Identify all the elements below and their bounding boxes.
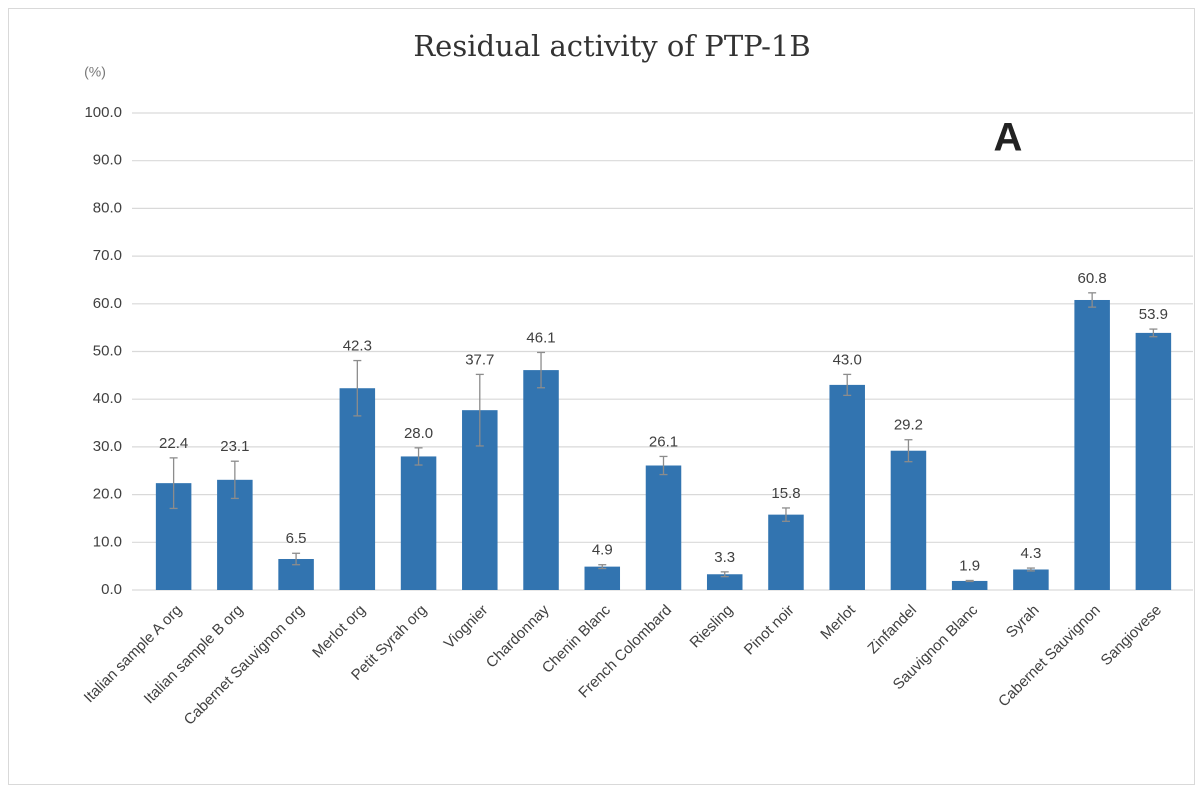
- error-bar: [965, 579, 974, 583]
- error-bar: [230, 460, 239, 500]
- data-label: 60.8: [1078, 270, 1107, 287]
- y-tick-label: 40.0: [93, 390, 122, 407]
- chart-title: Residual activity of PTP-1B: [413, 29, 810, 63]
- data-label: 43.0: [833, 351, 862, 368]
- error-bar: [781, 507, 790, 522]
- error-bar: [720, 571, 729, 578]
- error-bar: [414, 447, 423, 466]
- y-tick-label: 100.0: [84, 104, 122, 121]
- bar: [645, 465, 682, 590]
- y-unit-label: (%): [84, 64, 106, 80]
- data-label: 15.8: [771, 485, 800, 502]
- data-label: 4.9: [592, 542, 613, 559]
- bar: [951, 580, 988, 590]
- y-tick-label: 60.0: [93, 295, 122, 312]
- bar: [523, 370, 559, 590]
- bar: [890, 450, 927, 590]
- error-bar: [353, 359, 362, 417]
- bar: [1013, 569, 1049, 590]
- y-tick-label: 0.0: [101, 581, 122, 598]
- error-bar: [598, 564, 607, 570]
- data-label: 29.2: [894, 417, 923, 434]
- y-tick-label: 50.0: [93, 342, 122, 359]
- bar: [1074, 299, 1110, 590]
- data-label: 42.3: [343, 338, 372, 355]
- bar: [706, 574, 743, 590]
- error-bar: [1088, 292, 1097, 308]
- error-bar: [169, 457, 178, 510]
- bar: [339, 388, 376, 590]
- y-tick-label: 10.0: [93, 533, 122, 550]
- error-bar: [475, 373, 484, 447]
- y-tick-label: 90.0: [93, 152, 122, 169]
- chart-border: [8, 8, 1195, 785]
- y-tick-label: 20.0: [93, 486, 122, 503]
- bar: [400, 456, 437, 590]
- data-label: 37.7: [465, 351, 494, 368]
- data-label: 53.9: [1139, 306, 1168, 323]
- error-bar: [659, 455, 668, 476]
- y-tick-label: 70.0: [93, 247, 122, 264]
- y-tick-label: 80.0: [93, 199, 122, 216]
- error-bar: [1026, 567, 1035, 572]
- data-label: 4.3: [1020, 545, 1041, 562]
- error-bar: [843, 373, 852, 397]
- error-bar: [904, 439, 913, 463]
- data-label: 1.9: [959, 557, 980, 574]
- data-label: 46.1: [526, 329, 555, 346]
- bar: [1135, 332, 1172, 590]
- bar: [584, 566, 621, 590]
- y-tick-label: 30.0: [93, 438, 122, 455]
- error-bar: [292, 552, 301, 566]
- data-label: 28.0: [404, 425, 433, 442]
- bar: [829, 384, 865, 590]
- error-bar: [1149, 328, 1158, 338]
- error-bar: [537, 351, 546, 389]
- data-label: 3.3: [714, 549, 735, 566]
- data-label: 23.1: [220, 438, 249, 455]
- data-label: 22.4: [159, 435, 188, 452]
- annotation: A: [994, 116, 1023, 160]
- data-label: 26.1: [649, 433, 678, 450]
- data-label: 6.5: [286, 530, 307, 547]
- bar: [768, 514, 804, 590]
